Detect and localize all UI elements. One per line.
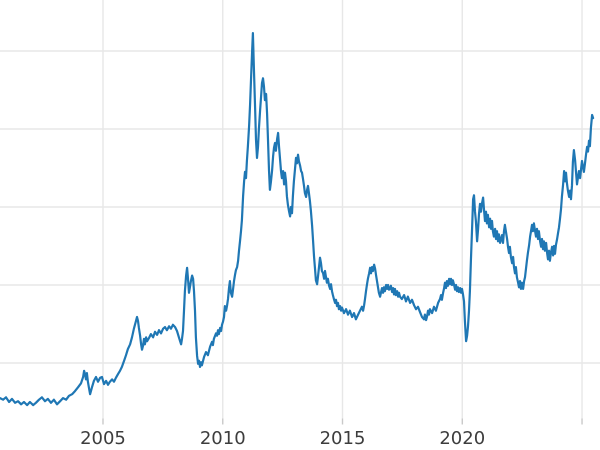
gridlines-horizontal (0, 50, 600, 364)
x-axis-tick-labels: 2005 2010 2015 2020 (80, 428, 485, 449)
x-tick-label-2010: 2010 (200, 428, 246, 449)
price-series-line (0, 31, 595, 407)
gridlines-vertical (102, 0, 583, 419)
x-tick-label-2015: 2015 (320, 428, 366, 449)
x-tick-label-2005: 2005 (80, 428, 126, 449)
x-axis-ticks (102, 418, 583, 425)
x-tick-label-2020: 2020 (439, 428, 485, 449)
